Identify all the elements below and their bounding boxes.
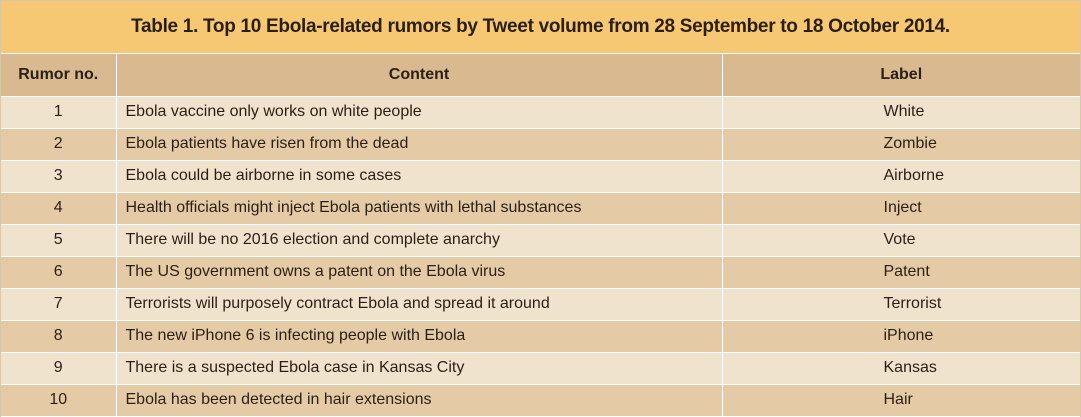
cell-label: iPhone <box>722 320 1080 353</box>
cell-content: Terrorists will purposely contract Ebola… <box>116 288 723 321</box>
cell-label: White <box>722 96 1080 129</box>
cell-rumor-no: 5 <box>1 224 117 257</box>
header-rumor-no: Rumor no. <box>1 54 117 97</box>
cell-rumor-no: 8 <box>1 320 117 353</box>
table-row: 2 Ebola patients have risen from the dea… <box>1 128 1080 161</box>
table-row: 3 Ebola could be airborne in some cases … <box>1 160 1080 193</box>
cell-label: Inject <box>722 192 1080 225</box>
table-row: 1 Ebola vaccine only works on white peop… <box>1 96 1080 129</box>
cell-content: Ebola could be airborne in some cases <box>116 160 723 193</box>
cell-content: Health officials might inject Ebola pati… <box>116 192 723 225</box>
cell-rumor-no: 4 <box>1 192 117 225</box>
cell-content: Ebola vaccine only works on white people <box>116 96 723 129</box>
table-row: 7 Terrorists will purposely contract Ebo… <box>1 288 1080 321</box>
table-body: 1 Ebola vaccine only works on white peop… <box>1 96 1080 417</box>
table-row: 5 There will be no 2016 election and com… <box>1 224 1080 257</box>
cell-rumor-no: 10 <box>1 384 117 417</box>
table-caption: Table 1. Top 10 Ebola-related rumors by … <box>1 1 1080 54</box>
table-row: 6 The US government owns a patent on the… <box>1 256 1080 289</box>
cell-content: The new iPhone 6 is infecting people wit… <box>116 320 723 353</box>
table-row: 9 There is a suspected Ebola case in Kan… <box>1 352 1080 385</box>
cell-content: There will be no 2016 election and compl… <box>116 224 723 257</box>
cell-content: Ebola patients have risen from the dead <box>116 128 723 161</box>
cell-label: Patent <box>722 256 1080 289</box>
cell-label: Kansas <box>722 352 1080 385</box>
table-row: 8 The new iPhone 6 is infecting people w… <box>1 320 1080 353</box>
header-row: Rumor no. Content Label <box>1 54 1080 97</box>
cell-rumor-no: 2 <box>1 128 117 161</box>
table-row: 4 Health officials might inject Ebola pa… <box>1 192 1080 225</box>
table-header: Rumor no. Content Label <box>1 54 1080 97</box>
cell-rumor-no: 6 <box>1 256 117 289</box>
header-content: Content <box>116 54 723 97</box>
cell-rumor-no: 3 <box>1 160 117 193</box>
cell-rumor-no: 9 <box>1 352 117 385</box>
cell-label: Zombie <box>722 128 1080 161</box>
cell-rumor-no: 7 <box>1 288 117 321</box>
table-caption-text: Table 1. Top 10 Ebola-related rumors by … <box>131 16 950 37</box>
table-row: 10 Ebola has been detected in hair exten… <box>1 384 1080 417</box>
cell-label: Terrorist <box>722 288 1080 321</box>
cell-rumor-no: 1 <box>1 96 117 129</box>
cell-content: There is a suspected Ebola case in Kansa… <box>116 352 723 385</box>
cell-content: Ebola has been detected in hair extensio… <box>116 384 723 417</box>
cell-label: Vote <box>722 224 1080 257</box>
cell-label: Airborne <box>722 160 1080 193</box>
cell-content: The US government owns a patent on the E… <box>116 256 723 289</box>
cell-label: Hair <box>722 384 1080 417</box>
rumor-data-table: Rumor no. Content Label 1 Ebola vaccine … <box>1 54 1080 417</box>
header-label: Label <box>722 54 1080 97</box>
